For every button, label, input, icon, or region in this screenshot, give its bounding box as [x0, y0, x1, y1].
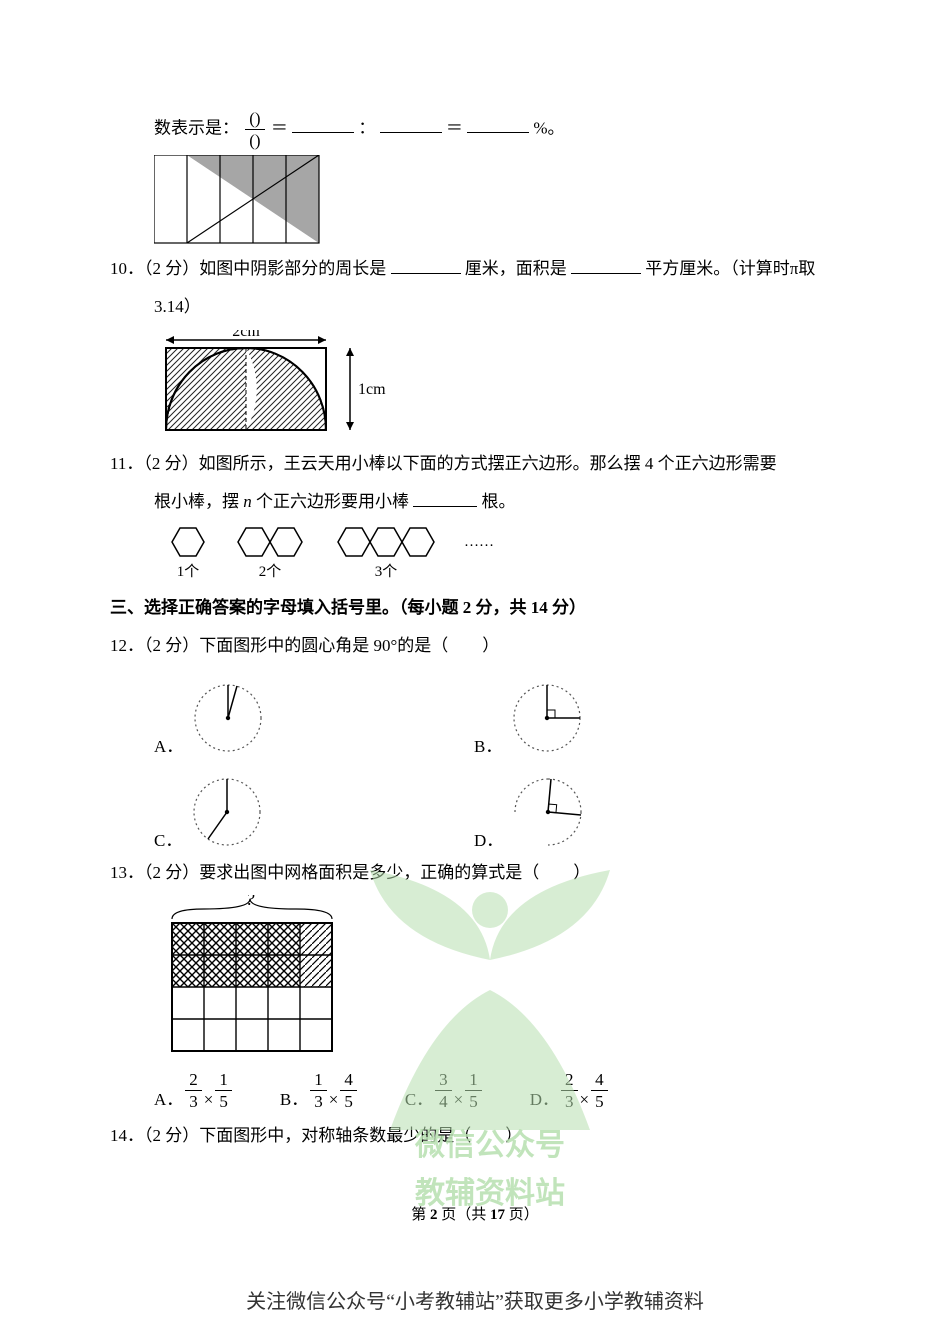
q11-diagram: 1个 2个 3个 …… [154, 524, 574, 586]
q10b: 厘米，面积是 [465, 259, 567, 278]
q13-A-l: A． [154, 1085, 183, 1110]
q10c: 平方厘米。（计算时π取 [645, 259, 815, 278]
q12-A-label: A． [154, 732, 183, 757]
q10-line2: 3.14） [110, 291, 840, 323]
q10-diagram: 2cm 1cm [154, 330, 404, 442]
q11-line2: 根小棒，摆 n 个正六边形要用小棒 根。 [110, 486, 840, 518]
q12-B-label: B． [474, 732, 502, 757]
eq2: ＝ [446, 118, 463, 137]
q12-D-label: D． [474, 826, 503, 851]
q12-A-fig [183, 673, 273, 763]
colon: ： [358, 118, 375, 137]
label-1cm: 1cm [358, 381, 386, 398]
svg-text:2个: 2个 [259, 563, 282, 580]
q13-B-l: B． [280, 1085, 308, 1110]
q12-B-fig [502, 673, 592, 763]
pager: 第 2 页（共 17 页） [0, 1203, 950, 1224]
q12-C-fig [182, 767, 272, 857]
q13-options: A． 23 × 15 B． 13 × 45 C． 34 × 15 D． 23 ×… [154, 1071, 840, 1110]
q13-A: A． 23 × 15 [154, 1071, 234, 1110]
svg-text:1个: 1个 [177, 563, 200, 580]
eq1: ＝ [271, 118, 288, 137]
page: 数表示是： () () ＝ ： ＝ %。 10．（2 分）如图中阴影部分的周长是… [0, 0, 950, 1344]
q13-B: B． 13 × 45 [280, 1071, 359, 1110]
svg-text:3个: 3个 [375, 563, 398, 580]
label-2cm: 2cm [232, 330, 260, 340]
q12-C-label: C． [154, 826, 182, 851]
q13-D-l: D． [530, 1085, 559, 1110]
q13-C-l: C． [405, 1085, 433, 1110]
q9-line: 数表示是： () () ＝ ： ＝ %。 [110, 110, 840, 149]
q11b: 根小棒，摆 [154, 492, 243, 511]
q9-blank3 [467, 132, 529, 133]
q10a: 10．（2 分）如图中阴影部分的周长是 [110, 259, 386, 278]
q9-lead: 数表示是： [154, 118, 239, 137]
footnote: 关注微信公众号“小考教辅站”获取更多小学教辅资料 [0, 1285, 950, 1314]
q11-line: 11．（2 分）如图所示，王云天用小棒以下面的方式摆正六边形。那么摆 4 个正六… [110, 448, 840, 480]
q11c: 个正六边形要用小棒 [256, 492, 409, 511]
q10-blank2 [571, 273, 641, 274]
q12-text: 12．（2 分）下面图形中的圆心角是 90°的是（ ） [110, 630, 840, 662]
q11d: 根。 [482, 492, 516, 511]
q11a: 11．（2 分）如图所示，王云天用小棒以下面的方式摆正六边形。那么摆 4 个正六… [110, 454, 777, 473]
q13-text: 13．（2 分）要求出图中网格面积是多少，正确的算式是（ ） [110, 857, 840, 889]
q9-diagram [154, 155, 324, 247]
q12-D-fig [503, 767, 593, 857]
q11-var: n [243, 492, 252, 511]
q12-options: A． B． C． [154, 669, 794, 857]
q10d: 3.14） [154, 297, 201, 316]
q9-blank2 [380, 132, 442, 133]
svg-text:……: …… [464, 534, 494, 550]
q13-diagram: ? [154, 895, 364, 1065]
q9-fraction: () () [245, 110, 264, 149]
q13-D: D． 23 × 45 [530, 1071, 610, 1110]
q11-blank [413, 506, 477, 507]
q13-C: C． 34 × 15 [405, 1071, 484, 1110]
percent: %。 [533, 118, 564, 137]
section3: 三、选择正确答案的字母填入括号里。（每小题 2 分，共 14 分） [110, 592, 840, 624]
q14-text: 14．（2 分）下面图形中，对称轴条数最少的是（ ） [110, 1120, 840, 1152]
svg-text:?: ? [246, 895, 255, 909]
q10-line: 10．（2 分）如图中阴影部分的周长是 厘米，面积是 平方厘米。（计算时π取 [110, 253, 840, 285]
q10-blank1 [391, 273, 461, 274]
q9-blank1 [292, 132, 354, 133]
